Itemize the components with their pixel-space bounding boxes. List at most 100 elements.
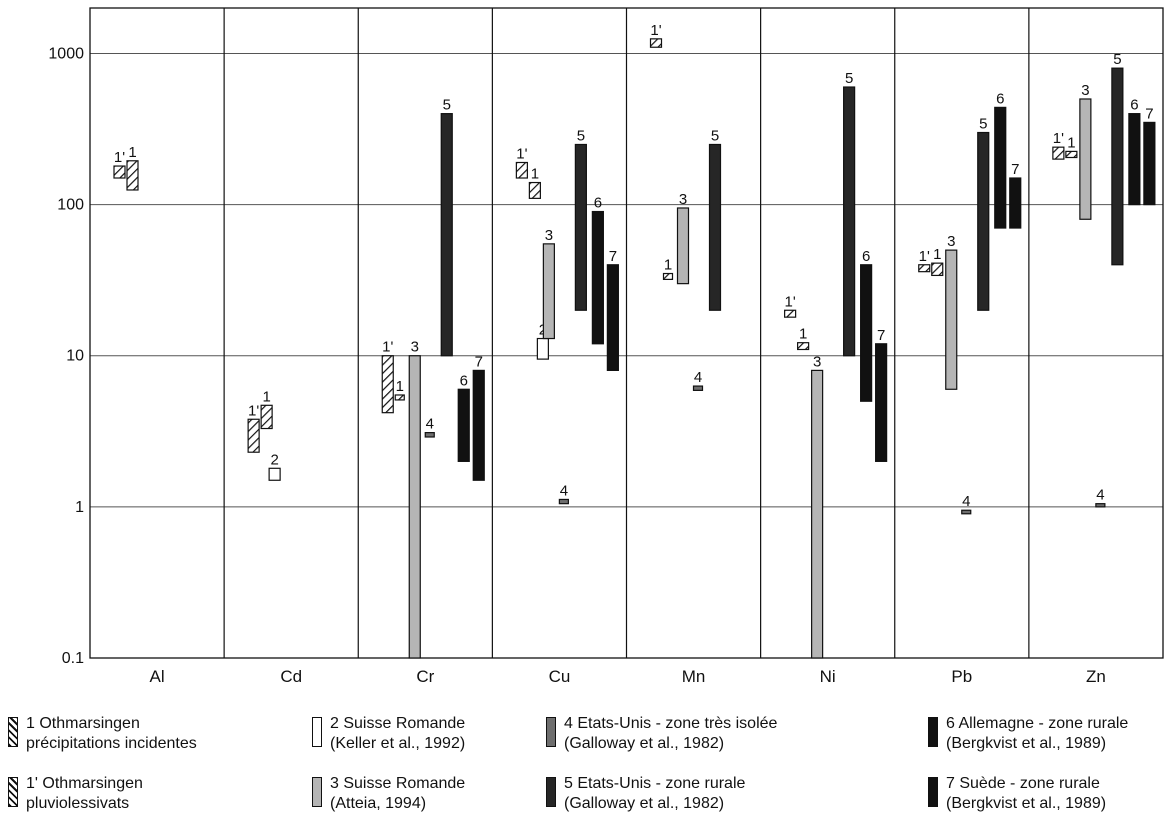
y-tick-label-3: 100 — [57, 197, 84, 214]
bar-label-Cu-3: 3 — [545, 227, 553, 244]
legend-swatch-6 — [928, 717, 938, 747]
range-bar-Cr-1 — [394, 394, 405, 401]
range-bar-Zn-1 — [1065, 150, 1078, 159]
bar-label-Mn-3: 3 — [679, 191, 687, 208]
bar-label-Al-1: 1 — [128, 144, 136, 161]
range-bar-Ni-7 — [875, 343, 888, 462]
bar-label-Pb-7: 7 — [1011, 161, 1019, 178]
range-bar-Pb-3 — [945, 249, 958, 390]
range-bar-Pb-1p — [918, 264, 931, 273]
range-bar-Zn-1p — [1052, 146, 1065, 160]
category-label-Al: Al — [150, 667, 165, 686]
range-bar-Cu-7 — [606, 264, 619, 371]
bar-label-Ni-5: 5 — [845, 70, 853, 87]
legend-swatch-5 — [546, 777, 556, 807]
range-bar-Cu-6 — [591, 210, 604, 345]
bar-label-Pb-1: 1 — [933, 246, 941, 263]
bar-label-Zn-3: 3 — [1081, 82, 1089, 99]
range-bar-Al-1p — [113, 165, 126, 179]
bar-label-Cr-4: 4 — [426, 416, 434, 433]
range-bar-Zn-6 — [1128, 113, 1141, 206]
range-bar-Pb-5 — [977, 131, 990, 311]
y-tick-label-4: 1000 — [48, 45, 84, 62]
range-bar-Cd-2 — [268, 467, 281, 481]
range-bar-Cr-3 — [408, 355, 421, 659]
category-label-Cu: Cu — [549, 667, 571, 686]
y-tick-label-2: 10 — [66, 348, 84, 365]
bar-label-Pb-1p: 1' — [919, 248, 930, 265]
legend-swatch-7 — [928, 777, 938, 807]
range-bar-Cu-1p — [515, 161, 528, 179]
bar-label-Zn-6: 6 — [1130, 97, 1138, 114]
bar-label-Zn-1p: 1' — [1053, 130, 1064, 147]
bar-label-Cu-7: 7 — [609, 248, 617, 265]
range-bar-Zn-5 — [1111, 67, 1124, 266]
category-label-Ni: Ni — [820, 667, 836, 686]
range-bar-Al-1 — [126, 160, 139, 191]
category-label-Cd: Cd — [280, 667, 302, 686]
legend-text-1: 1 Othmarsingen précipitations incidentes — [26, 715, 197, 752]
range-bar-Zn-4 — [1095, 503, 1106, 508]
bar-label-Mn-5: 5 — [711, 127, 719, 144]
bar-label-Zn-1: 1 — [1067, 134, 1075, 151]
bar-label-Cu-1p: 1' — [516, 145, 527, 162]
legend-item-6: 6 Allemagne - zone rurale (Bergkvist et … — [928, 714, 1128, 754]
y-axis-ticks: 0.1 1 10 100 1000 — [48, 45, 84, 667]
range-bar-Mn-3 — [676, 207, 690, 285]
bar-label-Cr-3: 3 — [411, 339, 419, 356]
range-bar-Ni-3 — [811, 369, 824, 659]
range-bar-Cu-1 — [528, 181, 541, 199]
range-bar-Cu-3 — [542, 243, 555, 340]
legend-item-1: 1 Othmarsingen précipitations incidentes — [8, 714, 197, 754]
range-bar-Mn-1 — [662, 272, 674, 281]
bar-label-Al-1p: 1' — [114, 149, 125, 166]
legend-item-5: 5 Etats-Unis - zone rurale (Galloway et … — [546, 774, 745, 814]
y-tick-label-0: 0.1 — [62, 650, 84, 667]
bar-label-Zn-4: 4 — [1096, 487, 1104, 504]
bar-label-Ni-1: 1 — [799, 326, 807, 343]
bar-label-Pb-4: 4 — [962, 493, 970, 510]
legend-item-1p: 1' Othmarsingen pluviolessivats — [8, 774, 143, 814]
bar-label-Pb-3: 3 — [947, 233, 955, 250]
legend-swatch-1p — [8, 777, 18, 807]
legend-swatch-3 — [312, 777, 322, 807]
range-bar-Zn-3 — [1079, 98, 1092, 220]
bar-label-Ni-3: 3 — [813, 353, 821, 370]
legend-swatch-4 — [546, 717, 556, 747]
legend-text-1p: 1' Othmarsingen pluviolessivats — [26, 775, 143, 812]
range-bar-Pb-6 — [994, 106, 1007, 229]
range-bars: 1'11'121'1345671'12345671'13451'135671'1… — [113, 22, 1156, 659]
range-bar-Cd-1 — [260, 404, 273, 430]
range-bar-Cr-6 — [457, 388, 470, 462]
bar-label-Ni-1p: 1' — [785, 293, 796, 310]
legend-text-5: 5 Etats-Unis - zone rurale (Galloway et … — [564, 775, 746, 812]
range-bar-Ni-5 — [843, 86, 856, 357]
range-bar-Ni-1p — [784, 309, 797, 318]
range-bar-Pb-7 — [1009, 177, 1022, 229]
bar-label-Cd-1: 1 — [262, 388, 270, 405]
bar-label-Mn-4: 4 — [694, 369, 702, 386]
legend-swatch-2 — [312, 717, 322, 747]
bar-label-Cr-6: 6 — [460, 372, 468, 389]
range-bar-Cr-5 — [440, 113, 453, 357]
legend-text-2: 2 Suisse Romande (Keller et al., 1992) — [330, 715, 466, 752]
bar-label-Pb-6: 6 — [996, 90, 1004, 107]
range-bar-Zn-7 — [1143, 121, 1156, 206]
range-bar-Cu-2 — [536, 337, 549, 360]
bar-label-Cu-5: 5 — [577, 127, 585, 144]
bar-label-Ni-7: 7 — [877, 327, 885, 344]
legend-text-4: 4 Etats-Unis - zone très isolée (Gallowa… — [564, 715, 778, 752]
range-bar-Mn-5 — [708, 143, 722, 311]
legend-text-3: 3 Suisse Romande (Atteia, 1994) — [330, 775, 466, 812]
bar-label-Ni-6: 6 — [862, 248, 870, 265]
bar-label-Cr-7: 7 — [475, 353, 483, 370]
legend: 1 Othmarsingen précipitations incidentes… — [0, 708, 1174, 828]
range-bar-Mn-1p — [649, 38, 663, 48]
legend-item-4: 4 Etats-Unis - zone très isolée (Gallowa… — [546, 714, 777, 754]
x-axis-categories: Al Cd Cr Cu Mn Ni Pb Zn — [150, 667, 1106, 686]
category-label-Mn: Mn — [682, 667, 706, 686]
bar-label-Cd-1p: 1' — [248, 402, 259, 419]
range-bar-Cu-4 — [558, 498, 569, 505]
bar-label-Zn-7: 7 — [1145, 105, 1153, 122]
range-bar-Pb-4 — [961, 509, 972, 515]
